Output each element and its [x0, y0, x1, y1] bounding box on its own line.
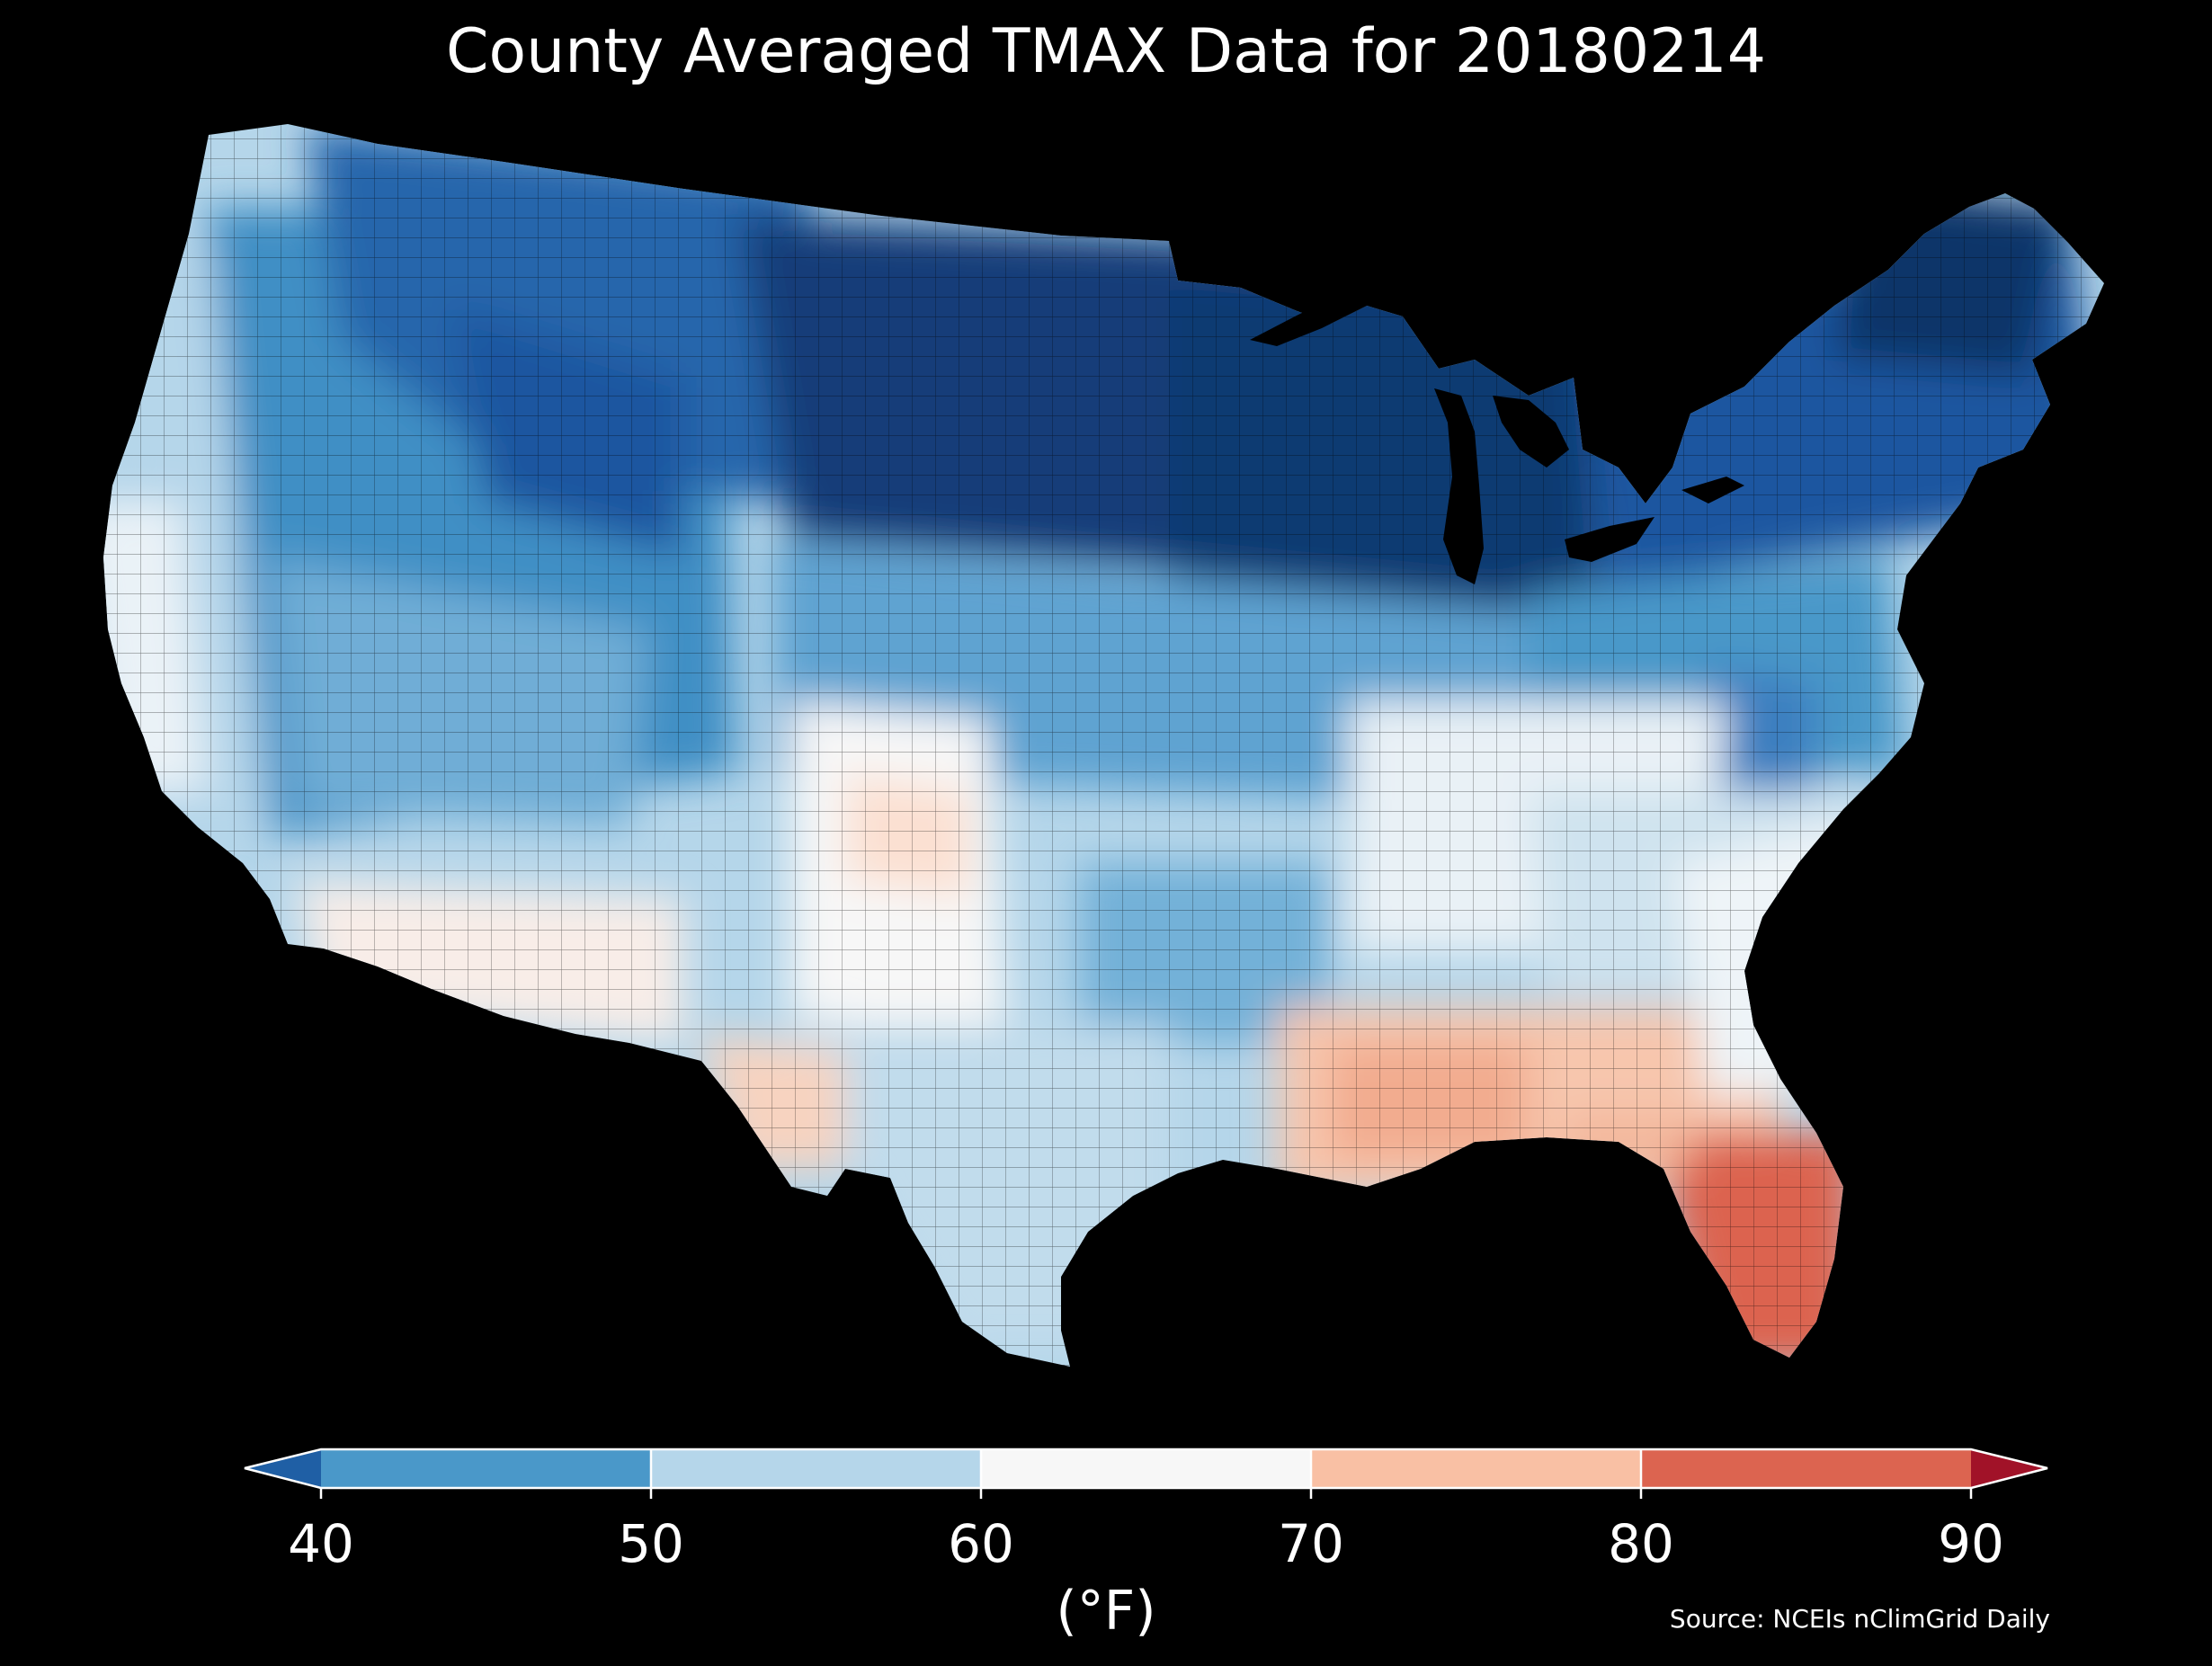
colorbar-bin-50-60 [651, 1449, 982, 1488]
colorbar-extend-low-arrow [245, 1449, 321, 1488]
colorbar-tick-label-90: 90 [1938, 1513, 2004, 1574]
map-title: County Averaged TMAX Data for 20180214 [446, 16, 1766, 87]
colorbar-extend-high-arrow [1971, 1449, 2047, 1488]
colorbar-tick-label-80: 80 [1608, 1513, 1674, 1574]
great-lakes [1250, 286, 1744, 584]
colorbar-tick-label-60: 60 [948, 1513, 1014, 1574]
colorbar [244, 1448, 2048, 1499]
colorbar-bin-70-80 [1311, 1449, 1642, 1488]
source-note: Source: NCEIs nClimGrid Daily [1669, 1604, 2050, 1634]
colorbar-unit: (°F) [1056, 1580, 1156, 1643]
colorbar-bin-80-90 [1641, 1449, 1972, 1488]
colorbar-bin-60-70 [981, 1449, 1312, 1488]
colorbar-tick-label-70: 70 [1278, 1513, 1344, 1574]
colorbar-bin-40-50 [321, 1449, 652, 1488]
colorbar-tick-label-50: 50 [618, 1513, 684, 1574]
colorbar-tick-label-40: 40 [288, 1513, 354, 1574]
